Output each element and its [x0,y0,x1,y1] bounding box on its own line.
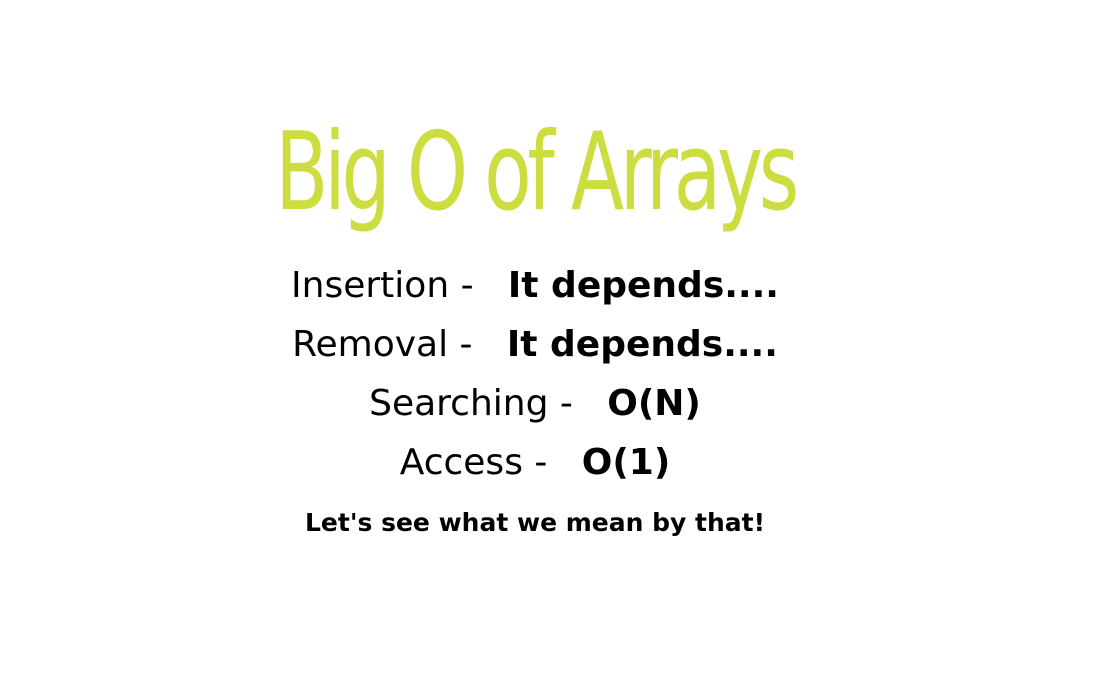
complexity-list: Insertion - It depends.... Removal - It … [0,260,1070,496]
operation-label: Removal - [292,324,473,365]
footer-note: Let's see what we mean by that! [305,508,765,537]
complexity-value: It depends.... [506,324,778,365]
complexity-row-removal: Removal - It depends.... [0,319,1070,378]
complexity-row-insertion: Insertion - It depends.... [0,260,1070,319]
operation-label: Access - [399,442,548,483]
complexity-row-searching: Searching - O(N) [0,378,1070,437]
operation-label: Searching - [369,383,573,424]
complexity-value: O(N) [607,383,701,424]
operation-label: Insertion - [291,265,474,306]
complexity-value: It depends.... [507,265,779,306]
slide-title: Big O of Arrays [275,110,799,235]
complexity-row-access: Access - O(1) [0,437,1070,496]
complexity-value: O(1) [581,442,671,483]
